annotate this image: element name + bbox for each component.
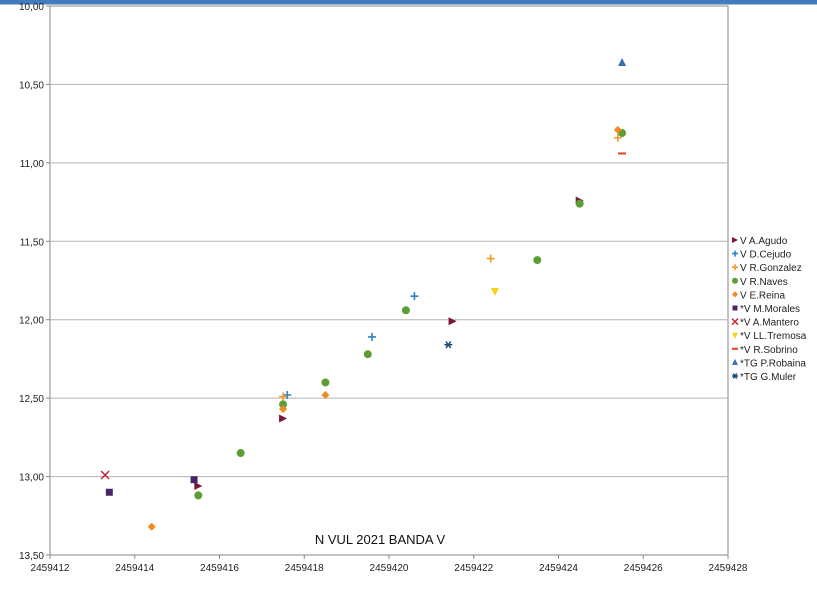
gridlines (50, 83, 728, 478)
data-point (100, 470, 110, 480)
y-tick-label: 13,00 (19, 473, 44, 484)
x-tick-label: 2459420 (370, 563, 409, 574)
x-tick-label: 2459418 (285, 563, 324, 574)
data-point (613, 125, 622, 134)
legend-marker (732, 373, 738, 379)
data-point (321, 391, 330, 400)
x-tick-label: 2459422 (454, 563, 493, 574)
data-point (486, 254, 495, 263)
legend-label: *V A.Mantero (740, 318, 799, 329)
data-points (100, 57, 627, 531)
y-tick-label: 13,50 (19, 551, 44, 562)
data-point (444, 341, 453, 349)
legend-marker (732, 291, 738, 298)
plot-area (49, 5, 729, 556)
y-axis-ticks: 10,00 10,50 11,00 11,50 12,00 12,50 13,00 13,50 (19, 2, 50, 562)
legend-marker (732, 250, 738, 257)
data-point (194, 491, 203, 500)
window-top-bar (0, 0, 817, 4)
legend-label: V A.Agudo (740, 236, 788, 247)
data-point (279, 400, 288, 409)
legend-label: *V M.Morales (740, 304, 800, 315)
legend-marker (732, 332, 738, 339)
window-top-line (0, 4, 817, 5)
data-point (190, 476, 198, 484)
legend-marker (732, 305, 738, 311)
legend-label: *TG P.Robaina (740, 358, 806, 369)
y-tick-label: 10,50 (19, 80, 44, 91)
data-point (279, 414, 288, 423)
x-tick-label: 2459414 (115, 563, 154, 574)
data-point (618, 57, 627, 66)
y-tick-label: 10,00 (19, 2, 44, 13)
legend-marker (731, 318, 739, 326)
legend-marker (732, 264, 738, 271)
y-tick-label: 12,50 (19, 394, 44, 405)
legend-label: *V R.Sobrino (740, 345, 798, 356)
legend-label: *TG G.Muler (740, 372, 797, 383)
x-tick-label: 2459428 (709, 563, 748, 574)
data-point (575, 199, 584, 208)
data-point (533, 256, 542, 265)
y-tick-label: 11,50 (20, 237, 45, 248)
data-point (490, 287, 499, 296)
legend-marker (732, 237, 738, 243)
legend-label: *V LL.Tremosa (740, 331, 807, 342)
data-point (283, 391, 292, 400)
data-point (401, 306, 410, 315)
chart-title: N VUL 2021 BANDA V (315, 532, 446, 547)
data-point (368, 332, 377, 341)
data-point (363, 350, 372, 359)
legend-label: V E.Reina (740, 290, 785, 301)
data-point (279, 392, 288, 401)
legend-marker (732, 277, 738, 284)
data-point (147, 522, 156, 531)
legend: V A.Agudo V D.Cejudo V R.Gonzalez V R.Naves… (731, 236, 807, 383)
data-point (613, 133, 622, 142)
data-point (321, 378, 330, 387)
legend-label: V D.Cejudo (740, 250, 792, 261)
data-point (448, 317, 457, 326)
data-point (279, 405, 288, 414)
y-tick-label: 12,00 (19, 316, 44, 327)
x-axis-ticks: 2459412 2459414 2459416 2459418 2459420 24594… (31, 555, 748, 574)
x-tick-label: 2459426 (624, 563, 663, 574)
data-point (410, 292, 419, 301)
data-point (236, 449, 245, 458)
y-tick-label: 11,00 (20, 159, 45, 170)
legend-label: V R.Naves (740, 277, 788, 288)
data-point (194, 481, 203, 490)
x-tick-label: 2459424 (539, 563, 578, 574)
x-tick-label: 2459412 (31, 563, 70, 574)
data-point (105, 488, 113, 496)
x-tick-label: 2459416 (200, 563, 239, 574)
legend-label: V R.Gonzalez (740, 263, 802, 274)
legend-marker (732, 358, 738, 365)
